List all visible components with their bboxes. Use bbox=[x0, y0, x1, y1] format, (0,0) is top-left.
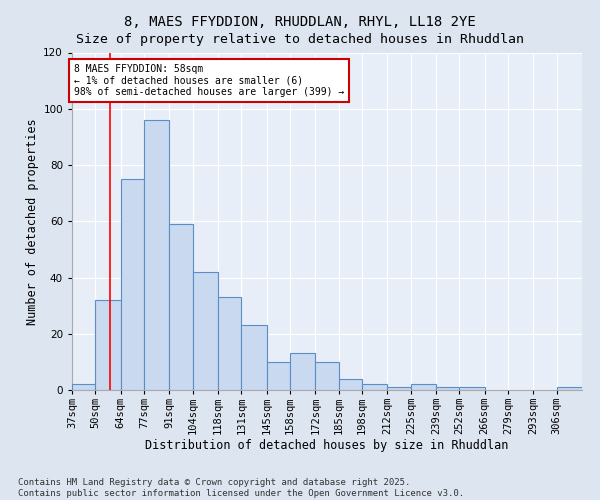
Text: Contains HM Land Registry data © Crown copyright and database right 2025.
Contai: Contains HM Land Registry data © Crown c… bbox=[18, 478, 464, 498]
Bar bbox=[144, 120, 169, 390]
X-axis label: Distribution of detached houses by size in Rhuddlan: Distribution of detached houses by size … bbox=[145, 438, 509, 452]
Bar bbox=[193, 272, 218, 390]
Text: 8 MAES FFYDDION: 58sqm
← 1% of detached houses are smaller (6)
98% of semi-detac: 8 MAES FFYDDION: 58sqm ← 1% of detached … bbox=[74, 64, 344, 97]
Bar bbox=[436, 387, 460, 390]
Bar bbox=[339, 379, 362, 390]
Bar bbox=[315, 362, 339, 390]
Bar bbox=[241, 326, 266, 390]
Bar bbox=[388, 387, 411, 390]
Bar bbox=[557, 387, 582, 390]
Bar bbox=[72, 384, 95, 390]
Bar bbox=[362, 384, 388, 390]
Text: Size of property relative to detached houses in Rhuddlan: Size of property relative to detached ho… bbox=[76, 32, 524, 46]
Text: 8, MAES FFYDDION, RHUDDLAN, RHYL, LL18 2YE: 8, MAES FFYDDION, RHUDDLAN, RHYL, LL18 2… bbox=[124, 15, 476, 29]
Bar bbox=[411, 384, 436, 390]
Bar bbox=[266, 362, 290, 390]
Bar bbox=[218, 297, 241, 390]
Bar bbox=[121, 179, 144, 390]
Y-axis label: Number of detached properties: Number of detached properties bbox=[26, 118, 39, 324]
Bar bbox=[290, 354, 315, 390]
Bar bbox=[95, 300, 121, 390]
Bar bbox=[169, 224, 193, 390]
Bar bbox=[460, 387, 485, 390]
